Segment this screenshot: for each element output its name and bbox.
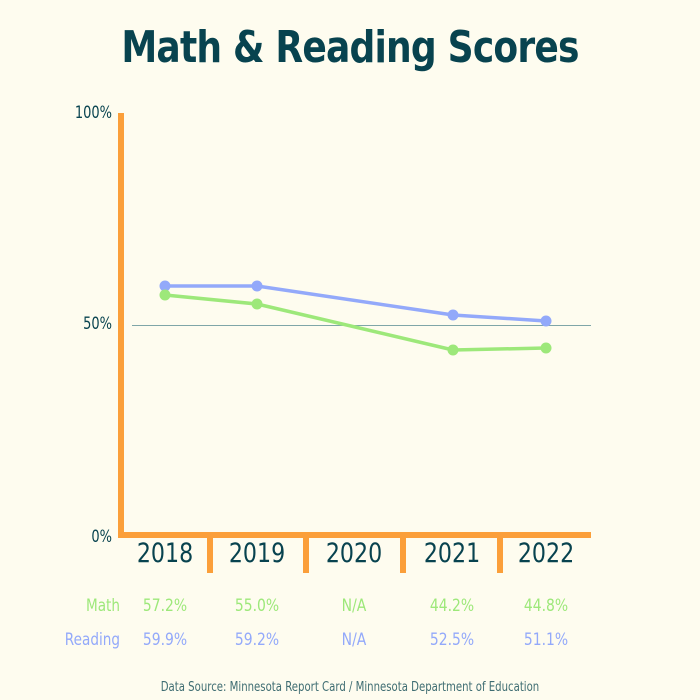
reading-value-2022: 51.1%	[523, 630, 569, 650]
y-tick-0: 0%	[91, 527, 112, 547]
x-tick-separator	[207, 538, 213, 573]
x-tick-2020: 2020	[325, 538, 383, 569]
x-tick-separator	[303, 538, 309, 573]
x-tick-separator	[400, 538, 406, 573]
reading-point-2021	[447, 309, 459, 321]
y-axis-line	[118, 113, 124, 538]
math-point-2018	[159, 289, 171, 301]
math-point-2022	[540, 342, 552, 354]
math-series	[159, 289, 552, 356]
reading-point-2022	[540, 315, 552, 327]
reading-series	[159, 280, 552, 327]
reading-point-2019	[251, 280, 263, 292]
x-tick-2022: 2022	[517, 538, 575, 569]
y-tick-50: 50%	[83, 314, 112, 334]
x-tick-2019: 2019	[228, 538, 286, 569]
math-point-2021	[447, 344, 459, 356]
reading-row-label: Reading	[64, 630, 120, 650]
x-axis-line	[118, 532, 591, 538]
x-tick-2021: 2021	[423, 538, 481, 569]
x-tick-separator	[497, 538, 503, 573]
reading-point-2018	[159, 280, 171, 292]
chart-title: Math & Reading Scores	[121, 22, 579, 73]
reference-line-50	[132, 325, 591, 326]
math-value-2020: N/A	[341, 596, 367, 616]
x-tick-2018: 2018	[136, 538, 194, 569]
y-tick-100: 100%	[74, 103, 112, 123]
math-value-2021: 44.2%	[429, 596, 475, 616]
reading-value-2021: 52.5%	[429, 630, 475, 650]
math-value-2022: 44.8%	[523, 596, 569, 616]
reading-value-2020: N/A	[341, 630, 367, 650]
data-source-note: Data Source: Minnesota Report Card / Min…	[160, 680, 540, 695]
reading-value-2019: 59.2%	[234, 630, 280, 650]
math-value-2018: 57.2%	[142, 596, 188, 616]
math-point-2019	[251, 298, 263, 310]
math-value-2019: 55.0%	[234, 596, 280, 616]
math-row-label: Math	[85, 596, 120, 616]
reading-value-2018: 59.9%	[142, 630, 188, 650]
